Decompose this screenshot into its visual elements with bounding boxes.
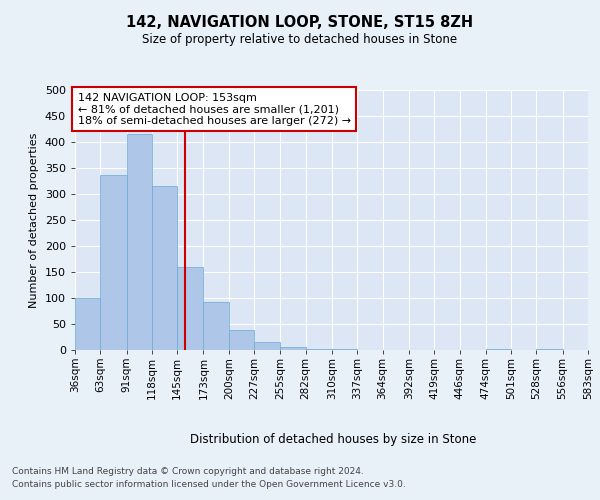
Text: Size of property relative to detached houses in Stone: Size of property relative to detached ho… [142,32,458,46]
Bar [254,342,280,350]
Bar [75,298,100,350]
Text: 142 NAVIGATION LOOP: 153sqm
← 81% of detached houses are smaller (1,201)
18% of : 142 NAVIGATION LOOP: 153sqm ← 81% of det… [77,92,350,126]
Text: Contains HM Land Registry data © Crown copyright and database right 2024.: Contains HM Land Registry data © Crown c… [12,468,364,476]
Bar [100,175,127,350]
Bar [280,347,306,350]
Text: 142, NAVIGATION LOOP, STONE, ST15 8ZH: 142, NAVIGATION LOOP, STONE, ST15 8ZH [127,15,473,30]
Bar [177,267,203,350]
Bar [152,186,177,350]
Bar [203,302,229,350]
Bar [306,349,332,350]
Bar [127,134,152,350]
Bar [229,330,254,350]
Y-axis label: Number of detached properties: Number of detached properties [29,132,39,308]
Text: Distribution of detached houses by size in Stone: Distribution of detached houses by size … [190,432,476,446]
Text: Contains public sector information licensed under the Open Government Licence v3: Contains public sector information licen… [12,480,406,489]
